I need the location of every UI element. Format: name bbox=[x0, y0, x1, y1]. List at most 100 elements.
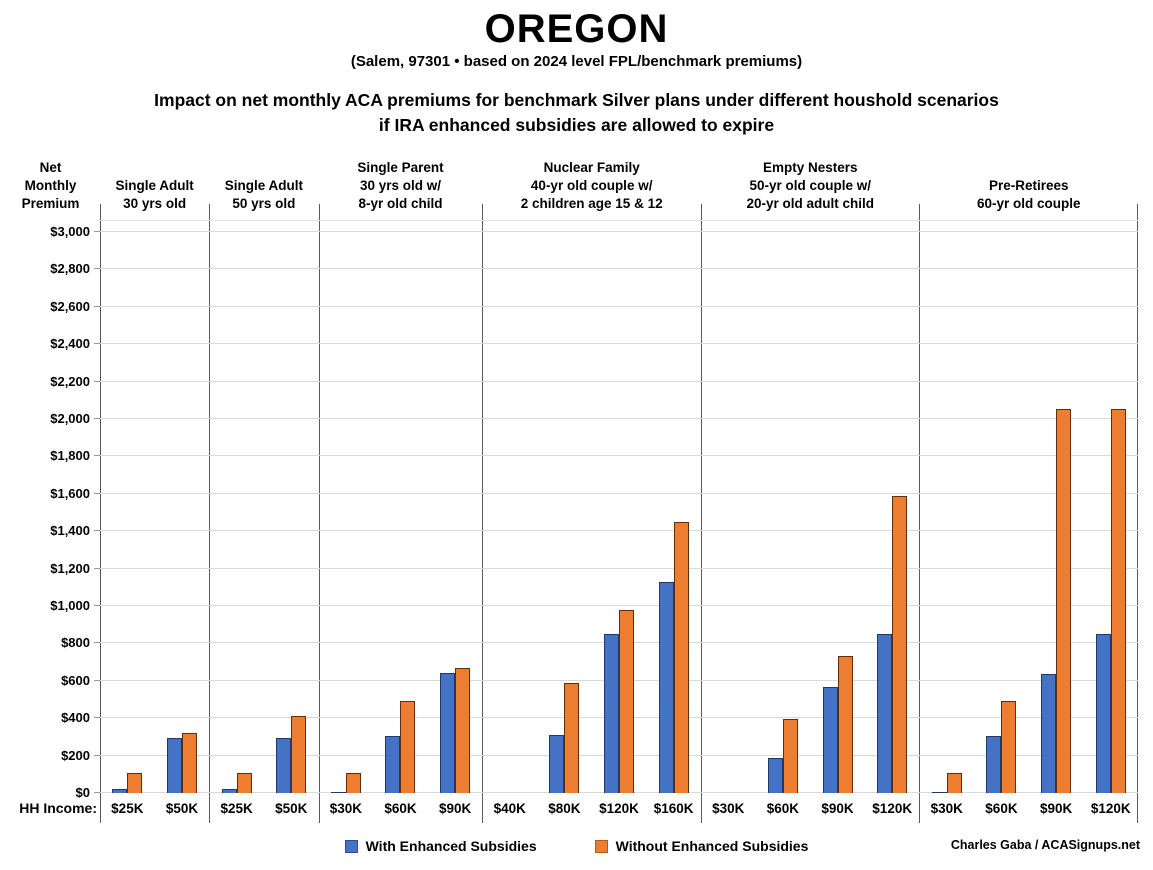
panel-header-line: Single Adult bbox=[115, 178, 194, 193]
credit: Charles Gaba / ACASignups.net bbox=[950, 838, 1140, 852]
bar-without-enhanced-subsidies bbox=[400, 701, 416, 793]
y-tick-label: $0 bbox=[75, 785, 90, 800]
gridline bbox=[100, 305, 210, 307]
bar-without-enhanced-subsidies bbox=[1056, 409, 1072, 793]
gridline bbox=[919, 380, 1139, 382]
panel-header-line: Pre-Retirees bbox=[988, 178, 1069, 193]
y-axis-tick bbox=[94, 492, 100, 494]
panel-plot bbox=[318, 220, 483, 793]
panel: Single Adult 30 yrs old $25K $50K bbox=[100, 144, 210, 823]
y-axis-column: Net Monthly Premium $0 $200 $400 $600 $800 $1… bbox=[1, 144, 100, 823]
gridline bbox=[919, 231, 1139, 232]
panel: Empty Nesters 50-yr old couple w/20-yr ol… bbox=[700, 144, 920, 823]
gridline bbox=[919, 605, 1139, 606]
panel-header: Single Adult 30 yrs old bbox=[100, 144, 209, 220]
panel-header: Nuclear Family 40-yr old couple w/2 child… bbox=[482, 144, 701, 220]
y-axis-tick bbox=[94, 754, 100, 756]
legend-swatch-blue-icon bbox=[344, 839, 358, 853]
income-row: $30K $60K $90K $120K bbox=[919, 793, 1138, 823]
panel: Nuclear Family 40-yr old couple w/2 child… bbox=[482, 144, 701, 823]
gridline bbox=[700, 717, 920, 719]
bar-group bbox=[810, 221, 865, 793]
chart-title: OREGON bbox=[484, 7, 669, 51]
gridline bbox=[482, 268, 701, 270]
bar-group bbox=[209, 221, 264, 793]
panel-header-line: 40-yr old couple w/ bbox=[530, 178, 653, 193]
y-axis-tick bbox=[94, 679, 100, 681]
panel-divider bbox=[318, 204, 320, 823]
heading-line-2: if IRA enhanced subsidies are allowed to… bbox=[378, 115, 775, 135]
gridline bbox=[919, 567, 1139, 569]
panel-header: Empty Nesters 50-yr old couple w/20-yr ol… bbox=[701, 144, 920, 220]
income-row: $30K $60K $90K $120K bbox=[701, 793, 920, 823]
footer-row: With Enhanced Subsidies Without Enhanced… bbox=[0, 834, 1153, 858]
panel-plot bbox=[209, 220, 319, 793]
gridline bbox=[100, 231, 210, 232]
bar-with-enhanced-subsidies bbox=[385, 736, 401, 793]
gridline bbox=[100, 530, 210, 532]
y-tick-label: $1,000 bbox=[50, 598, 90, 613]
gridline bbox=[100, 679, 210, 681]
gridline bbox=[700, 792, 920, 793]
gridline bbox=[700, 754, 920, 756]
income-label: $30K bbox=[329, 800, 362, 816]
gridline bbox=[919, 455, 1139, 457]
panel-header-line: 8-yr old child bbox=[358, 196, 443, 211]
bar-without-enhanced-subsidies bbox=[782, 719, 798, 793]
bar-groups bbox=[919, 221, 1138, 793]
bar-group bbox=[646, 221, 701, 793]
bar-without-enhanced-subsidies bbox=[345, 773, 361, 793]
y-axis-tick bbox=[94, 418, 100, 419]
gridline bbox=[919, 717, 1139, 719]
y-tick-label: $400 bbox=[61, 710, 90, 726]
gridline bbox=[209, 567, 319, 569]
income-row: $25K $50K bbox=[209, 793, 318, 823]
panel-header-line: 20-yr old adult child bbox=[746, 196, 874, 211]
gridline bbox=[919, 343, 1139, 345]
bar-without-enhanced-subsidies bbox=[236, 773, 252, 793]
gridline bbox=[700, 567, 920, 569]
bar-with-enhanced-subsidies bbox=[986, 736, 1002, 793]
panels: Single Adult 30 yrs old $25K $50K Single Adu… bbox=[100, 144, 1139, 823]
gridline bbox=[482, 455, 701, 457]
panel-header-line: 50-yr old couple w/ bbox=[749, 178, 871, 193]
legend-item-with-subsidies: With Enhanced Subsidies bbox=[344, 838, 537, 854]
y-tick-label: $2,800 bbox=[50, 261, 90, 277]
y-tick-label: $2,400 bbox=[50, 336, 90, 352]
gridline bbox=[209, 455, 319, 457]
bar-group bbox=[1083, 221, 1138, 793]
panel-header-line: Single Parent bbox=[357, 160, 444, 175]
y-axis-title: Net Monthly Premium bbox=[21, 160, 80, 211]
y-tick-label: $3,000 bbox=[50, 224, 90, 239]
income-label: $60K bbox=[384, 800, 417, 816]
panel-header-line: 30 yrs old bbox=[123, 196, 187, 211]
gridline bbox=[482, 380, 701, 382]
gridline bbox=[209, 343, 319, 345]
gridline bbox=[482, 530, 701, 532]
income-row: $30K $60K $90K bbox=[319, 793, 483, 823]
bar-group bbox=[537, 221, 592, 793]
gridline bbox=[100, 642, 210, 644]
y-axis-tick bbox=[94, 642, 100, 644]
bar-with-enhanced-subsidies bbox=[658, 582, 674, 793]
chart-subtitle: (Salem, 97301 • based on 2024 level FPL/… bbox=[350, 53, 803, 70]
bar-without-enhanced-subsidies bbox=[455, 668, 471, 793]
bar-with-enhanced-subsidies bbox=[166, 738, 182, 793]
gridline bbox=[209, 418, 319, 419]
y-tick-label: $1,400 bbox=[50, 523, 90, 539]
panel: Pre-Retirees 60-yr old couple $30K $60K $90K… bbox=[919, 144, 1139, 823]
bar-with-enhanced-subsidies bbox=[330, 792, 346, 793]
gridline bbox=[100, 418, 210, 419]
gridline bbox=[209, 605, 319, 606]
gridline bbox=[482, 418, 701, 419]
gridline bbox=[209, 754, 319, 756]
bar-without-enhanced-subsidies bbox=[291, 716, 307, 793]
panel: Single Adult 50 yrs old $25K $50K bbox=[209, 144, 319, 823]
gridline bbox=[482, 567, 701, 569]
gridline bbox=[100, 380, 210, 382]
gridline bbox=[700, 343, 920, 345]
bar-without-enhanced-subsidies bbox=[564, 683, 580, 793]
panel-divider bbox=[700, 204, 702, 823]
gridline bbox=[700, 642, 920, 644]
gridline bbox=[919, 642, 1139, 644]
